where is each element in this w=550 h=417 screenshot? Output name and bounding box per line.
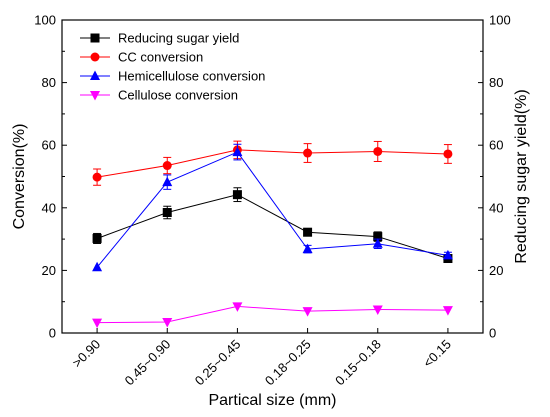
x-tick-label: <0.15 bbox=[420, 337, 454, 371]
y-tick-label-right: 0 bbox=[489, 326, 496, 341]
legend-marker bbox=[90, 91, 100, 101]
series-1 bbox=[92, 140, 453, 186]
legend: Reducing sugar yield CC conversion Hemicel… bbox=[80, 31, 265, 103]
data-point bbox=[372, 305, 383, 316]
data-point bbox=[92, 233, 102, 243]
series-line bbox=[96, 151, 448, 268]
legend-label: Hemicellulose conversion bbox=[118, 69, 265, 84]
x-tick-label: >0.90 bbox=[69, 337, 103, 371]
y-axis-title-right: Reducing sugar yield(%) bbox=[513, 89, 530, 263]
y-tick-label-left: 60 bbox=[42, 138, 56, 153]
y-tick-label-right: 20 bbox=[489, 263, 503, 278]
legend-marker bbox=[90, 33, 100, 43]
legend-label: Reducing sugar yield bbox=[118, 31, 239, 46]
data-point bbox=[303, 148, 313, 158]
data-point bbox=[442, 306, 453, 316]
data-point bbox=[232, 146, 243, 157]
series-3 bbox=[92, 302, 453, 329]
y-axis-title-left: Conversion(%) bbox=[11, 124, 28, 230]
y-tick-label-left: 100 bbox=[34, 13, 56, 28]
data-point bbox=[373, 232, 383, 242]
series-line bbox=[97, 305, 448, 324]
data-point bbox=[373, 146, 383, 156]
series-2 bbox=[92, 143, 453, 272]
series-line bbox=[97, 149, 448, 178]
data-point bbox=[92, 172, 102, 182]
x-tick-label: 0.18~0.25 bbox=[262, 337, 314, 389]
y-tick-label-left: 0 bbox=[49, 326, 56, 341]
data-point bbox=[162, 318, 173, 328]
data-point bbox=[232, 302, 243, 312]
data-point bbox=[302, 243, 313, 254]
legend-label: CC conversion bbox=[118, 50, 203, 65]
data-point bbox=[443, 149, 453, 159]
plot-frame bbox=[61, 19, 484, 334]
data-point bbox=[442, 249, 453, 260]
legend-marker bbox=[90, 52, 100, 62]
data-point bbox=[232, 190, 242, 200]
series-layer bbox=[92, 140, 453, 329]
y-tick-label-left: 40 bbox=[42, 200, 56, 215]
data-point bbox=[162, 161, 172, 171]
data-point bbox=[303, 227, 313, 237]
x-axis-title: Partical size (mm) bbox=[208, 392, 336, 409]
series-line bbox=[96, 194, 449, 259]
data-point bbox=[92, 318, 103, 329]
legend-marker bbox=[90, 70, 100, 80]
data-point bbox=[302, 307, 313, 317]
y-tick-label-right: 100 bbox=[489, 13, 511, 28]
data-point bbox=[162, 176, 173, 187]
series-0 bbox=[92, 187, 453, 264]
x-tick-label: 0.25~0.45 bbox=[192, 337, 244, 389]
x-tick-label: 0.45~0.90 bbox=[122, 337, 174, 389]
y-tick-label-right: 80 bbox=[489, 75, 503, 90]
y-tick-label-right: 60 bbox=[489, 138, 503, 153]
y-tick-label-left: 20 bbox=[42, 263, 56, 278]
y-tick-label-right: 40 bbox=[489, 200, 503, 215]
data-point bbox=[372, 238, 383, 248]
legend-label: Cellulose conversion bbox=[118, 88, 238, 103]
y-tick-label-left: 80 bbox=[42, 75, 56, 90]
data-point bbox=[162, 207, 172, 217]
data-point bbox=[92, 261, 103, 272]
x-tick-label: 0.15~0.18 bbox=[332, 337, 384, 389]
